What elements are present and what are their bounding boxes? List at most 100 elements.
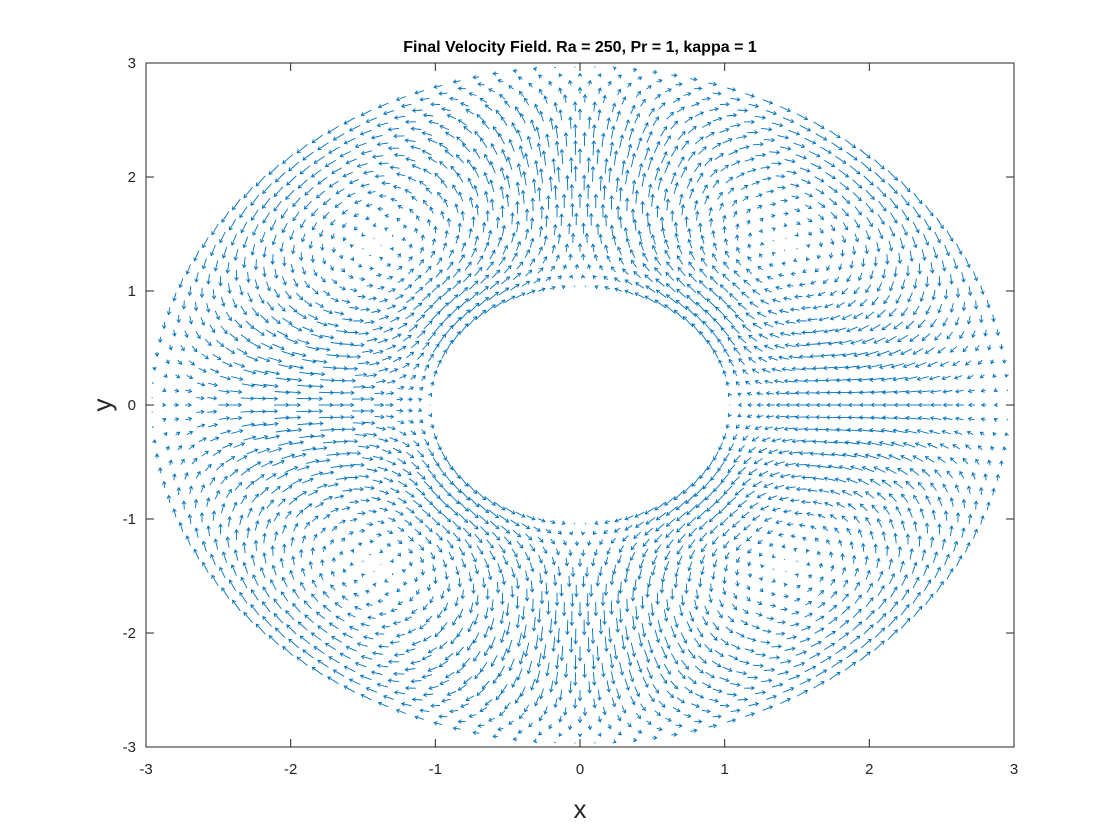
velocity-arrow (374, 392, 384, 395)
velocity-arrow-head (574, 263, 580, 268)
velocity-arrow (419, 180, 427, 187)
velocity-arrow-head (184, 333, 189, 338)
velocity-arrow-head (282, 524, 287, 529)
velocity-arrow-head (654, 267, 659, 272)
velocity-arrow (330, 342, 343, 345)
velocity-arrow-head (521, 292, 526, 297)
velocity-arrow-head (708, 206, 713, 212)
velocity-arrow (446, 459, 453, 470)
velocity-arrow (848, 503, 856, 510)
velocity-arrow-head (536, 278, 541, 283)
velocity-arrow-head (474, 235, 480, 240)
velocity-arrow-head (342, 173, 347, 178)
velocity-arrow-head (498, 132, 503, 138)
velocity-arrow-head (531, 178, 537, 183)
velocity-arrow-head (367, 615, 372, 620)
velocity-arrow (441, 451, 447, 461)
velocity-arrow-head (820, 178, 825, 183)
velocity-arrow (236, 455, 248, 462)
velocity-arrow-head (193, 348, 198, 353)
velocity-arrow (512, 529, 521, 538)
velocity-arrow-head (536, 186, 542, 192)
velocity-arrow (290, 537, 294, 546)
velocity-arrow (191, 345, 198, 352)
velocity-arrow (495, 110, 503, 118)
velocity-arrow-head (658, 628, 663, 634)
velocity-arrow (374, 415, 384, 418)
velocity-arrow-head (250, 396, 255, 401)
velocity-arrow (474, 131, 483, 141)
velocity-arrow (596, 149, 599, 165)
velocity-arrow-head (176, 374, 181, 379)
velocity-arrow-head (847, 503, 852, 508)
velocity-arrow (331, 571, 335, 577)
velocity-arrow-head (420, 259, 425, 264)
velocity-arrow (877, 518, 883, 528)
velocity-arrow (540, 168, 544, 184)
velocity-arrow-head (262, 219, 267, 224)
velocity-arrow-head (356, 642, 362, 647)
velocity-arrow-head (722, 435, 727, 440)
velocity-arrow-head (625, 686, 630, 691)
velocity-arrow-head (363, 432, 368, 438)
velocity-arrow (955, 484, 960, 493)
velocity-arrow (474, 533, 483, 543)
velocity-arrow-head (421, 491, 426, 496)
velocity-arrow (556, 654, 559, 669)
velocity-arrow-head (656, 140, 661, 146)
velocity-arrow-head (456, 136, 461, 141)
velocity-arrow-head (334, 298, 340, 303)
velocity-arrow-head (484, 531, 490, 536)
velocity-arrow-head (410, 493, 415, 498)
velocity-arrow (587, 157, 590, 173)
velocity-arrow (718, 359, 723, 368)
velocity-arrow-head (610, 680, 616, 685)
velocity-arrow-head (427, 156, 432, 161)
velocity-arrow-head (810, 525, 815, 530)
velocity-arrow (688, 561, 693, 571)
velocity-arrow-head (395, 316, 400, 321)
velocity-arrow-head (701, 257, 705, 262)
velocity-arrow-head (857, 594, 862, 599)
velocity-arrow (885, 336, 897, 343)
velocity-arrow (427, 332, 436, 342)
velocity-arrow-head (905, 272, 911, 277)
velocity-arrow-head (489, 607, 495, 612)
velocity-arrow (870, 324, 881, 331)
velocity-arrow-head (654, 506, 659, 511)
velocity-arrow-head (604, 647, 609, 653)
velocity-arrow-head (838, 465, 844, 470)
velocity-arrow-head (402, 499, 407, 504)
velocity-arrow (866, 583, 873, 593)
velocity-arrow (262, 586, 270, 598)
velocity-arrow-head (211, 295, 217, 300)
velocity-arrow-head (226, 376, 232, 381)
velocity-arrow-head (838, 340, 844, 345)
velocity-arrow (795, 651, 807, 656)
velocity-arrow-head (365, 589, 370, 594)
velocity-arrow (641, 623, 646, 637)
velocity-arrow (764, 517, 772, 522)
velocity-arrow-head (180, 458, 185, 463)
velocity-arrow (748, 468, 758, 475)
velocity-arrow (850, 466, 864, 471)
velocity-arrow-head (930, 482, 935, 487)
velocity-arrow-head (485, 210, 490, 215)
velocity-arrow (897, 468, 908, 476)
velocity-arrow (372, 479, 383, 483)
velocity-arrow (646, 667, 653, 679)
velocity-arrow (423, 320, 433, 330)
velocity-arrow-head (384, 578, 389, 583)
velocity-arrow (660, 646, 667, 659)
velocity-arrow (888, 240, 893, 251)
velocity-arrow-head (411, 196, 416, 201)
velocity-arrow-head (634, 513, 639, 518)
velocity-arrow-head (409, 537, 414, 542)
velocity-arrow (965, 360, 972, 366)
velocity-arrow-head (808, 612, 813, 617)
velocity-arrow (754, 345, 763, 352)
velocity-arrow-head (449, 96, 454, 102)
velocity-arrow (408, 256, 413, 262)
velocity-arrow-head (933, 254, 939, 259)
velocity-arrow-head (524, 577, 530, 582)
